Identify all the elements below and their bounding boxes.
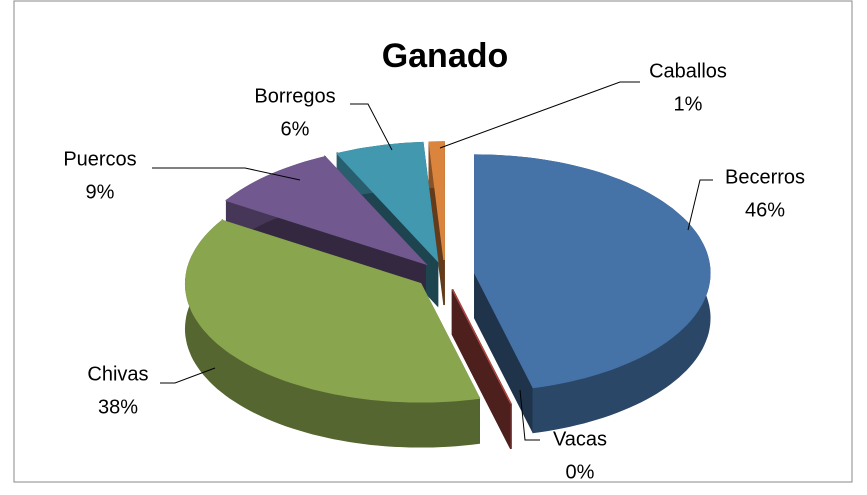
data-label-value: 46% bbox=[745, 199, 785, 221]
data-label-name: Vacas bbox=[553, 428, 607, 450]
leader-line bbox=[152, 167, 301, 181]
data-label-value: 38% bbox=[98, 396, 138, 418]
data-label-name: Chivas bbox=[87, 363, 148, 385]
slice-top bbox=[225, 156, 428, 266]
data-label-value: 9% bbox=[86, 181, 115, 203]
data-label-value: 0% bbox=[566, 461, 595, 483]
slice-top bbox=[474, 154, 711, 389]
data-label-value: 6% bbox=[281, 118, 310, 140]
data-label-value: 1% bbox=[674, 93, 703, 115]
data-label-name: Becerros bbox=[725, 166, 805, 188]
leader-line bbox=[519, 389, 540, 441]
slice-top bbox=[336, 141, 439, 263]
leader-line bbox=[687, 179, 713, 231]
pie-slice bbox=[184, 219, 481, 448]
slice-top bbox=[451, 289, 512, 405]
pie-slice bbox=[474, 154, 711, 434]
leader-line bbox=[350, 103, 393, 151]
data-label-name: Borregos bbox=[254, 85, 335, 107]
data-label-name: Puercos bbox=[63, 148, 136, 170]
slice-top bbox=[184, 219, 481, 403]
slice-top bbox=[428, 141, 445, 261]
chart-title: Ganado bbox=[382, 37, 509, 75]
leader-line bbox=[439, 81, 640, 149]
pie-slice bbox=[428, 141, 445, 306]
leader-line bbox=[160, 367, 216, 384]
pie-slice bbox=[451, 289, 512, 450]
data-label-name: Caballos bbox=[649, 60, 727, 82]
